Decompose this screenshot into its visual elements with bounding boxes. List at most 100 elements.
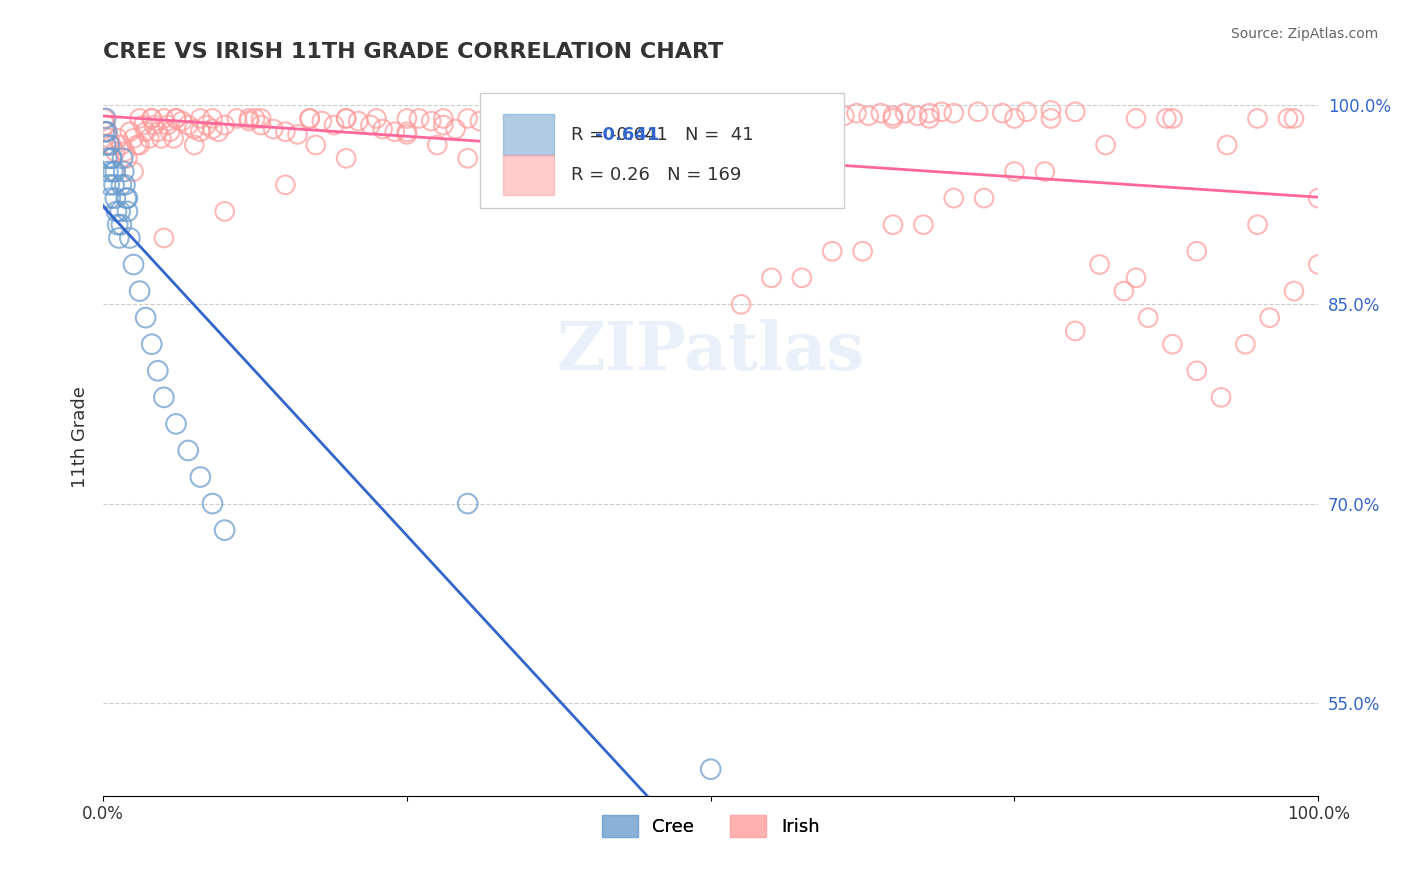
Point xyxy=(408,112,430,126)
Point xyxy=(117,151,139,165)
Point xyxy=(432,112,454,126)
Point xyxy=(159,125,181,139)
Point xyxy=(730,297,752,311)
Point xyxy=(547,138,569,153)
Point xyxy=(918,112,941,126)
Text: -0.641: -0.641 xyxy=(595,126,659,144)
Point xyxy=(481,118,503,132)
Point xyxy=(110,178,132,192)
Point xyxy=(761,112,783,126)
Point xyxy=(107,131,129,145)
Point xyxy=(1246,218,1268,232)
Point xyxy=(156,118,179,132)
Point xyxy=(688,114,710,128)
Point xyxy=(96,125,118,139)
Point xyxy=(505,114,527,128)
Point xyxy=(395,112,418,126)
Point xyxy=(468,114,491,128)
Point xyxy=(146,125,169,139)
Point xyxy=(101,164,124,178)
Point xyxy=(1088,258,1111,272)
Point xyxy=(529,112,551,126)
Point xyxy=(638,112,661,126)
Point xyxy=(98,178,121,192)
Point xyxy=(100,138,122,153)
Point xyxy=(1161,112,1184,126)
Point xyxy=(457,151,479,165)
Point xyxy=(384,125,406,139)
Point xyxy=(1137,310,1160,325)
Point xyxy=(103,178,125,192)
Point xyxy=(894,106,917,120)
Point xyxy=(1125,270,1147,285)
Point xyxy=(298,112,321,126)
Y-axis label: 11th Grade: 11th Grade xyxy=(72,386,89,488)
Point xyxy=(118,231,141,245)
Point xyxy=(214,204,236,219)
Point xyxy=(100,191,122,205)
Point xyxy=(262,122,284,136)
Point xyxy=(183,138,205,153)
Point xyxy=(165,112,187,126)
Point xyxy=(311,114,333,128)
Point xyxy=(165,417,187,431)
Point xyxy=(162,131,184,145)
Point xyxy=(94,138,117,153)
Point xyxy=(132,118,155,132)
Point xyxy=(238,112,260,126)
Point xyxy=(177,443,200,458)
Point xyxy=(250,112,273,126)
Point xyxy=(347,114,370,128)
Point xyxy=(335,151,357,165)
Point xyxy=(627,114,650,128)
Point xyxy=(772,112,794,126)
Point xyxy=(127,138,149,153)
Point xyxy=(541,114,564,128)
Point xyxy=(183,122,205,136)
Point xyxy=(565,122,588,136)
Point xyxy=(104,145,127,159)
Point xyxy=(201,122,224,136)
Point xyxy=(1004,112,1026,126)
Point xyxy=(1112,284,1135,298)
Point xyxy=(335,112,357,126)
Point xyxy=(214,523,236,537)
Point xyxy=(110,138,132,153)
Point xyxy=(146,364,169,378)
Point xyxy=(93,112,115,126)
Point xyxy=(869,106,891,120)
Point xyxy=(942,106,965,120)
Point xyxy=(1125,112,1147,126)
Point xyxy=(117,204,139,219)
Point xyxy=(371,122,394,136)
Point xyxy=(609,112,631,126)
Point xyxy=(444,122,467,136)
Point xyxy=(108,231,131,245)
Point xyxy=(135,310,157,325)
Point xyxy=(699,112,721,126)
Point xyxy=(1094,138,1116,153)
Point xyxy=(675,112,697,126)
Point xyxy=(1209,390,1232,404)
Point xyxy=(517,118,540,132)
Point xyxy=(748,112,770,126)
Point xyxy=(138,131,160,145)
Point xyxy=(225,112,247,126)
Text: ZIPatlas: ZIPatlas xyxy=(557,318,865,384)
Point xyxy=(821,106,844,120)
Point xyxy=(699,109,721,123)
Point xyxy=(1277,112,1299,126)
Point xyxy=(122,164,145,178)
Point xyxy=(100,151,122,165)
Point xyxy=(135,125,157,139)
Point xyxy=(107,218,129,232)
Point xyxy=(845,106,868,120)
Point xyxy=(201,497,224,511)
Point xyxy=(122,258,145,272)
Point xyxy=(366,112,388,126)
Point xyxy=(177,118,200,132)
FancyBboxPatch shape xyxy=(503,114,554,154)
FancyBboxPatch shape xyxy=(479,93,845,208)
Point xyxy=(188,125,211,139)
Point xyxy=(112,164,135,178)
